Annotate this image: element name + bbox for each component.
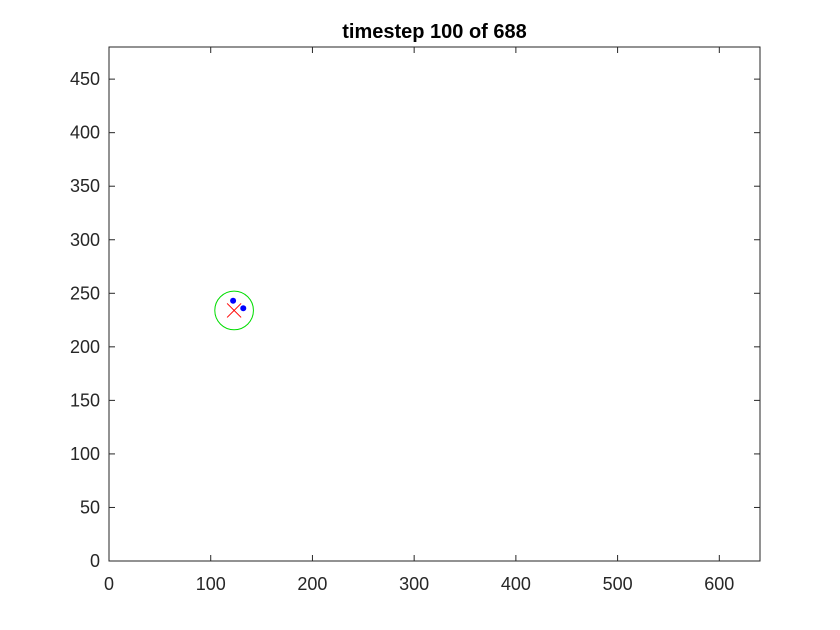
particle-point xyxy=(230,297,237,304)
y-tick-label: 200 xyxy=(70,337,100,357)
marks-layer xyxy=(214,290,254,331)
x-tick-label: 400 xyxy=(501,574,531,594)
y-tick-label: 350 xyxy=(70,176,100,196)
estimate-circle xyxy=(214,290,254,331)
y-tick-label: 400 xyxy=(70,123,100,143)
y-tick-label: 300 xyxy=(70,230,100,250)
estimate-cross-stroke xyxy=(226,303,242,318)
y-tick-label: 100 xyxy=(70,444,100,464)
x-tick-label: 600 xyxy=(704,574,734,594)
x-tick-label: 0 xyxy=(104,574,114,594)
y-tick-label: 150 xyxy=(70,390,100,410)
ticks-layer: 0 100 200 300 400 500 600 0 50 100 150 200 250 300 350… xyxy=(70,47,760,594)
particle-point xyxy=(240,305,247,312)
y-tick-label: 50 xyxy=(80,497,100,517)
x-tick-label: 100 xyxy=(196,574,226,594)
y-tick-label: 250 xyxy=(70,283,100,303)
chart-title: timestep 100 of 688 xyxy=(342,21,527,43)
axes-box xyxy=(108,46,761,562)
x-tick-label: 300 xyxy=(399,574,429,594)
estimate-cross xyxy=(226,303,242,318)
y-tick-label: 450 xyxy=(70,69,100,89)
x-tick-label: 500 xyxy=(603,574,633,594)
y-tick-label: 0 xyxy=(90,551,100,571)
x-tick-label: 200 xyxy=(297,574,327,594)
